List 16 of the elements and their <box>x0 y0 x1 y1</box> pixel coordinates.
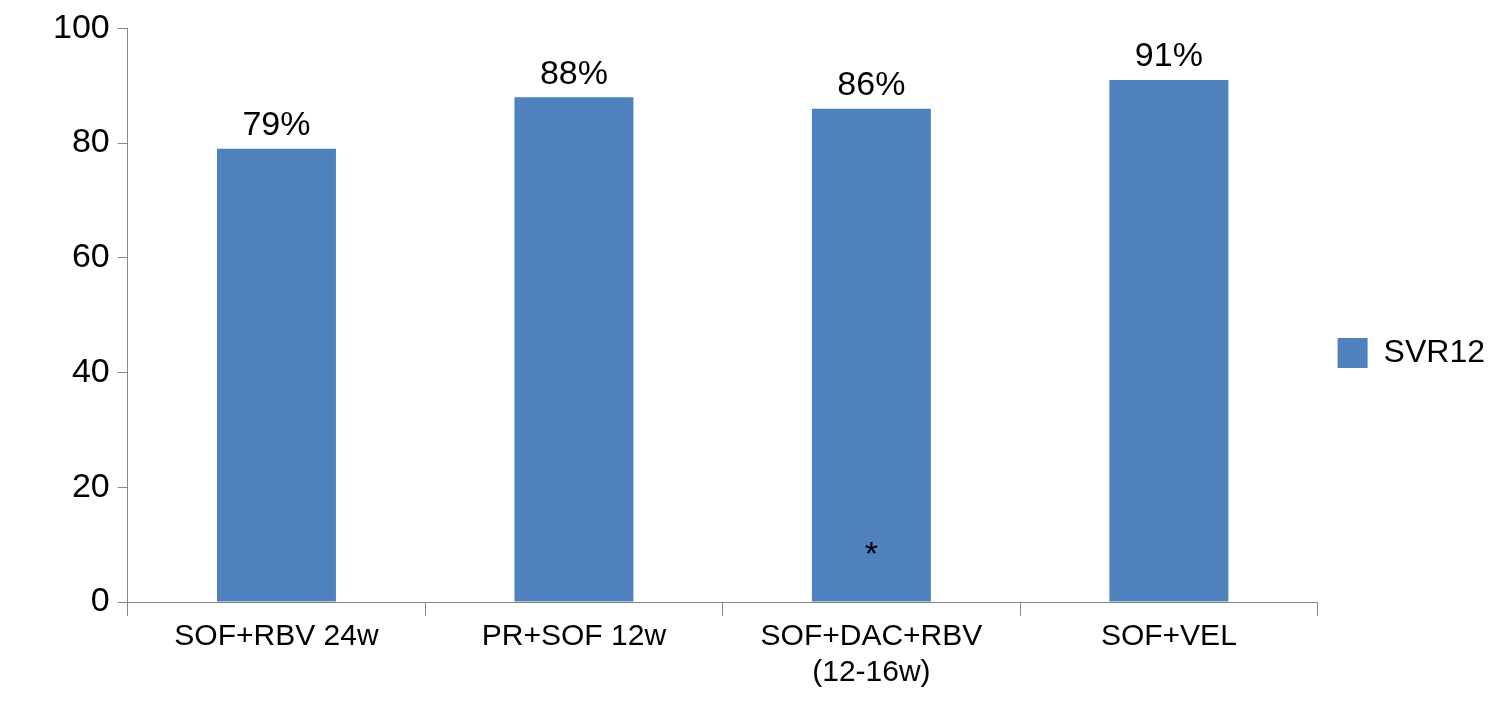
data-label: 91% <box>1134 35 1203 74</box>
data-label: 86% <box>837 64 906 103</box>
data-label: 79% <box>242 104 311 143</box>
x-tick-label: SOF+RBV 24w <box>174 618 379 652</box>
data-label: 88% <box>539 52 608 91</box>
y-tick-label: 0 <box>90 580 110 619</box>
x-tick-label: SOF+DAC+RBV (12-16w) <box>760 618 983 688</box>
y-tick-label: 100 <box>52 6 110 45</box>
y-tick-label: 40 <box>71 350 110 389</box>
y-tick-label: 80 <box>71 121 110 160</box>
annotation: * <box>864 534 879 573</box>
x-tick-label: SOF+VEL <box>1100 618 1237 652</box>
legend-label: SVR12 <box>1383 332 1485 369</box>
y-tick-label: 60 <box>71 236 110 275</box>
x-tick-label: PR+SOF 12w <box>481 618 667 652</box>
y-tick-label: 20 <box>71 465 110 504</box>
